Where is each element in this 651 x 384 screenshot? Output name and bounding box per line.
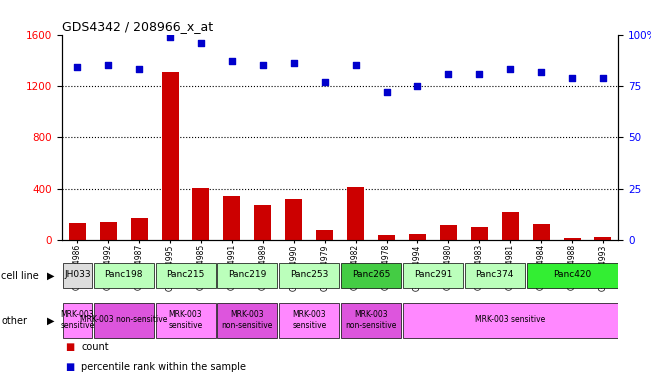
Bar xyxy=(255,205,271,240)
Bar xyxy=(527,263,618,288)
Point xyxy=(134,66,145,73)
Bar xyxy=(409,234,426,240)
Bar xyxy=(62,263,92,288)
Bar xyxy=(223,196,240,240)
Bar xyxy=(378,235,395,240)
Bar xyxy=(316,230,333,240)
Bar xyxy=(440,225,457,240)
Point xyxy=(258,62,268,68)
Text: Panc420: Panc420 xyxy=(553,270,591,280)
Text: MRK-003 non-sensitive: MRK-003 non-sensitive xyxy=(80,315,167,324)
Bar xyxy=(156,263,215,288)
Point xyxy=(350,62,361,68)
Text: GDS4342 / 208966_x_at: GDS4342 / 208966_x_at xyxy=(62,20,213,33)
Point xyxy=(505,66,516,73)
Bar xyxy=(403,263,463,288)
Bar xyxy=(564,238,581,240)
Bar xyxy=(279,263,339,288)
Bar xyxy=(285,199,302,240)
Text: ■: ■ xyxy=(65,342,74,352)
Point xyxy=(443,71,454,77)
Text: MRK-003
sensitive: MRK-003 sensitive xyxy=(169,310,202,329)
Text: percentile rank within the sample: percentile rank within the sample xyxy=(81,362,246,372)
Text: Panc374: Panc374 xyxy=(476,270,514,280)
Text: JH033: JH033 xyxy=(64,270,90,280)
Point xyxy=(598,74,608,81)
Text: count: count xyxy=(81,342,109,352)
Text: Panc198: Panc198 xyxy=(104,270,143,280)
Bar xyxy=(594,237,611,240)
Point xyxy=(474,71,484,77)
Bar xyxy=(347,187,364,240)
Bar xyxy=(131,217,148,240)
Text: MRK-003
non-sensitive: MRK-003 non-sensitive xyxy=(222,310,273,329)
Text: Panc219: Panc219 xyxy=(229,270,266,280)
Point xyxy=(227,58,237,65)
Text: ■: ■ xyxy=(65,362,74,372)
Text: Panc253: Panc253 xyxy=(290,270,328,280)
Bar xyxy=(94,303,154,338)
Point xyxy=(412,83,422,89)
Text: ▶: ▶ xyxy=(47,316,55,326)
Text: MRK-003 sensitive: MRK-003 sensitive xyxy=(475,315,546,324)
Point xyxy=(103,62,113,68)
Bar xyxy=(502,212,519,240)
Text: MRK-003
sensitive: MRK-003 sensitive xyxy=(60,310,94,329)
Bar xyxy=(279,303,339,338)
Bar xyxy=(94,263,154,288)
Text: Panc215: Panc215 xyxy=(167,270,204,280)
Bar xyxy=(156,303,215,338)
Point xyxy=(288,60,299,66)
Bar xyxy=(100,222,117,240)
Point xyxy=(72,65,83,71)
Bar xyxy=(193,188,210,240)
Bar xyxy=(217,303,277,338)
Bar xyxy=(403,303,618,338)
Point xyxy=(196,40,206,46)
Bar xyxy=(161,72,178,240)
Text: cell line: cell line xyxy=(1,270,39,281)
Point xyxy=(381,89,392,95)
Bar xyxy=(341,263,401,288)
Point xyxy=(320,79,330,85)
Bar xyxy=(69,223,86,240)
Point xyxy=(567,74,577,81)
Bar xyxy=(341,303,401,338)
Bar xyxy=(465,263,525,288)
Point xyxy=(536,68,546,74)
Bar xyxy=(62,303,92,338)
Text: MRK-003
non-sensitive: MRK-003 non-sensitive xyxy=(346,310,396,329)
Text: Panc265: Panc265 xyxy=(352,270,390,280)
Point xyxy=(165,33,175,40)
Text: MRK-003
sensitive: MRK-003 sensitive xyxy=(292,310,326,329)
Text: Panc291: Panc291 xyxy=(414,270,452,280)
Bar xyxy=(533,224,549,240)
Bar xyxy=(217,263,277,288)
Bar xyxy=(471,227,488,240)
Text: ▶: ▶ xyxy=(47,270,55,281)
Text: other: other xyxy=(1,316,27,326)
